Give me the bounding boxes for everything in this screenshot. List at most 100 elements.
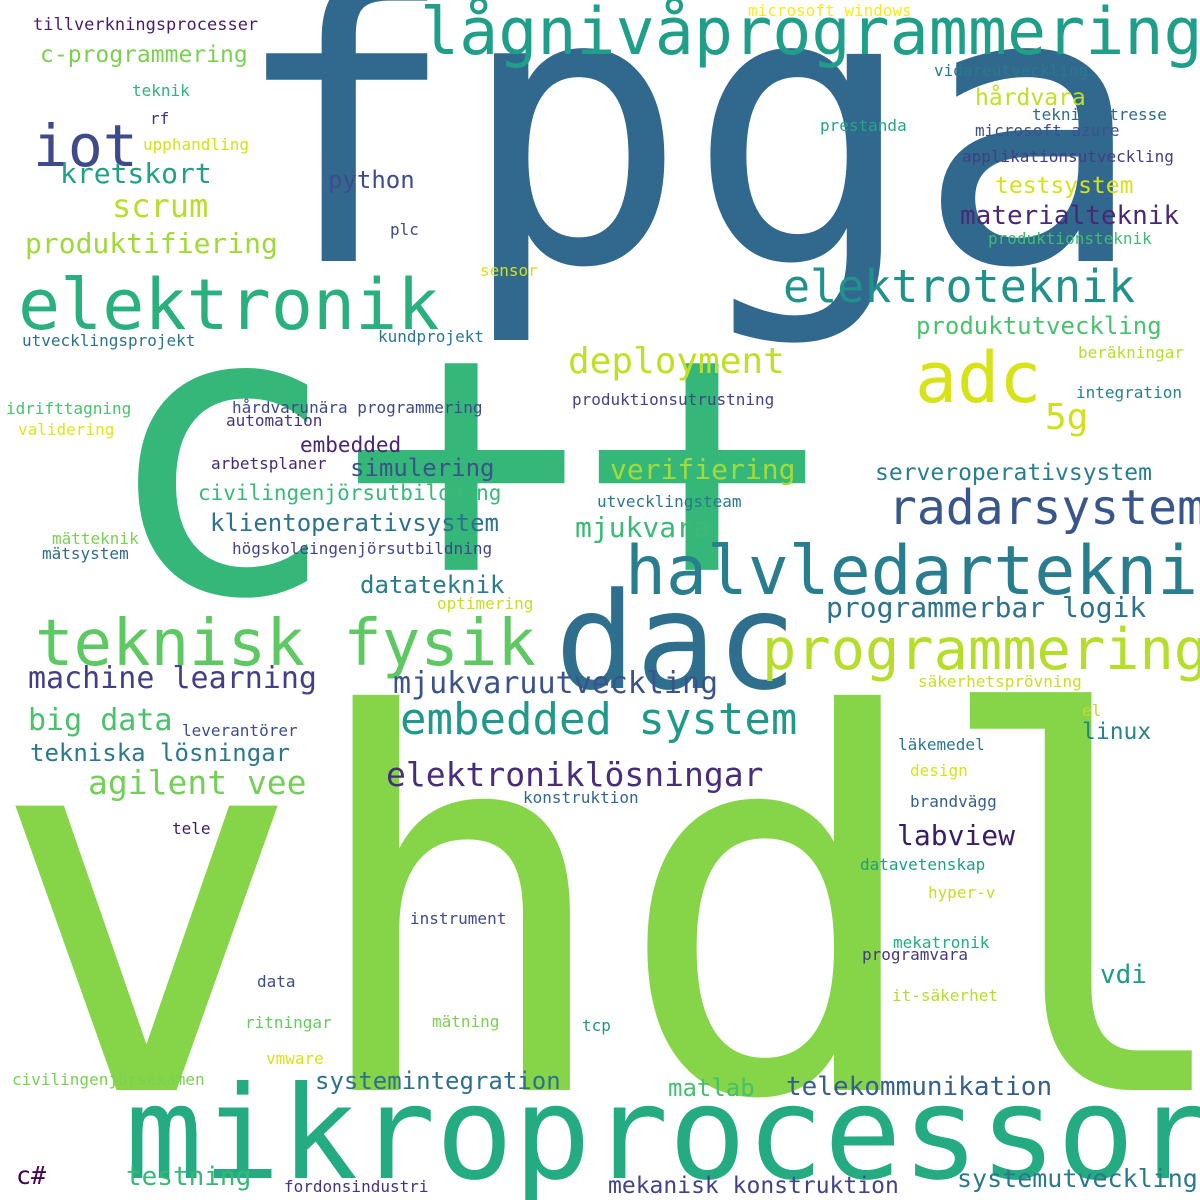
word-dac: dac [555, 564, 798, 720]
word-matlab: matlab [668, 1074, 755, 1102]
word-design: design [910, 761, 968, 780]
word-vdi: vdi [1100, 960, 1147, 990]
word-hogskoleingenjorsutbildning: högskoleingenjörsutbildning [232, 539, 493, 558]
word-brandvagg: brandvägg [910, 792, 997, 811]
word-datateknik: datateknik [360, 571, 505, 599]
word-embedded: embedded [300, 433, 402, 457]
word-mikroprocessor: mikroprocessor [125, 1059, 1200, 1200]
word-elektroniklosningar: elektroniklösningar [386, 755, 764, 794]
word-tillverkningsprocesser: tillverkningsprocesser [33, 15, 259, 35]
word-hardvarunara-programmering: hårdvarunära programmering [232, 398, 483, 417]
word-mekanisk-konstruktion: mekanisk konstruktion [608, 1173, 899, 1199]
word-systemintegration: systemintegration [315, 1067, 561, 1095]
word-vidareutveckling: vidareutveckling [934, 61, 1089, 80]
word-teknik: teknik [132, 81, 190, 100]
word-applikationsutveckling: applikationsutveckling [962, 147, 1174, 166]
word-machine-learning: machine learning [28, 661, 317, 696]
word-matning: mätning [432, 1012, 500, 1031]
word-civilingenjorsexamen: civilingenjörsexamen [12, 1070, 205, 1089]
word-verifiering: verifiering [610, 453, 796, 486]
word-lakemedel: läkemedel [898, 735, 985, 754]
word-c-sharp: c# [16, 1161, 47, 1190]
word-sakerhetsprovning: säkerhetsprövning [918, 672, 1082, 691]
word-simulering: simulering [350, 454, 495, 482]
word-mjukvaruutveckling: mjukvaruutveckling [393, 666, 719, 701]
word-halvledarteknik: halvledarteknik [625, 532, 1200, 611]
word-civilingenjorsutbildning: civilingenjörsutbildning [198, 481, 502, 505]
word-matsystem: mätsystem [42, 544, 129, 563]
word-programmering: programmering [762, 617, 1200, 683]
word-teknikintresse: teknikintresse [1032, 105, 1167, 124]
word-fordonsindustri: fordonsindustri [284, 1177, 429, 1196]
word-el: el [1082, 701, 1102, 720]
word-kundprojekt: kundprojekt [378, 327, 484, 346]
word-c-programmering: c-programmering [40, 42, 248, 68]
word-hardvara: hårdvara [975, 85, 1086, 111]
word-hyper-v: hyper-v [928, 883, 996, 902]
word-leverantorer: leverantörer [182, 721, 298, 740]
word-mjukvara: mjukvara [575, 511, 710, 544]
word-prestanda: prestanda [820, 116, 907, 135]
word-elektroteknik: elektroteknik [783, 260, 1136, 313]
word-scrum: scrum [112, 187, 209, 225]
word-cpp: c++ [100, 222, 823, 687]
word-microsoft-windows: microsoft windows [748, 1, 912, 20]
word-telekommunikation: telekommunikation [786, 1072, 1053, 1102]
word-produktutveckling: produktutveckling [916, 312, 1162, 340]
word-agilent-vee: agilent vee [88, 763, 307, 802]
word-elektronik: elektronik [18, 264, 440, 346]
word-klientoperativsystem: klientoperativsystem [210, 509, 499, 537]
word-vmware: vmware [266, 1049, 324, 1068]
word-integration: integration [1076, 383, 1182, 402]
word-python: python [328, 166, 415, 194]
word-tcp: tcp [582, 1016, 611, 1035]
word-fpga: fpga [230, 0, 1146, 351]
word-mekatronik: mekatronik [893, 933, 990, 952]
word-validering: validering [18, 420, 115, 439]
word-produktifiering: produktifiering [25, 227, 278, 260]
word-radarsystem: radarsystem [888, 480, 1200, 536]
word-teknisk-fysik: teknisk fysik [35, 607, 536, 681]
word-programvara: programvara [862, 945, 968, 964]
word-instrument: instrument [410, 909, 507, 928]
word-testning: testning [126, 1162, 252, 1192]
word-deployment: deployment [568, 341, 785, 382]
word-data: data [257, 972, 296, 991]
word-kretskort: kretskort [60, 157, 212, 190]
word-utvecklingsprojekt: utvecklingsprojekt [22, 331, 196, 350]
word-it-sakerhet: it-säkerhet [892, 986, 998, 1005]
word-datavetenskap: datavetenskap [860, 855, 986, 874]
word-optimering: optimering [437, 594, 534, 613]
word-tele: tele [172, 819, 211, 838]
word-labview: labview [897, 819, 1016, 852]
word-programmerbar-logik: programmerbar logik [826, 591, 1147, 624]
word-vhdl: vhdl [0, 607, 1200, 1200]
word-upphandling: upphandling [143, 135, 249, 154]
word-testsystem: testsystem [995, 173, 1134, 199]
word-arbetsplaner: arbetsplaner [211, 454, 327, 473]
word-idrifttagning: idrifttagning [6, 399, 132, 418]
word-plc: plc [390, 220, 419, 239]
word-microsoft-azure: microsoft azure [975, 121, 1120, 140]
word-materialteknik: materialteknik [960, 201, 1180, 231]
word-big-data: big data [28, 703, 173, 738]
word-produktionsutrustning: produktionsutrustning [572, 390, 775, 409]
word-ritningar: ritningar [245, 1013, 332, 1032]
word-konstruktion: konstruktion [523, 788, 639, 807]
word-embedded-system: embedded system [400, 694, 798, 745]
word-serveroperativsystem: serveroperativsystem [875, 460, 1152, 486]
word-utvecklingsteam: utvecklingsteam [597, 492, 742, 511]
word-automation: automation [226, 411, 323, 430]
word-produktionsteknik: produktionsteknik [988, 229, 1152, 248]
word-sensor: sensor [480, 261, 538, 280]
word-iot: iot [33, 112, 138, 180]
word-linux: linux [1082, 719, 1152, 745]
word-lagnivaprogrammering: lågnivåprogrammering [420, 0, 1200, 70]
word-berakningar: beräkningar [1078, 343, 1184, 362]
word-tekniska-losningar: tekniska lösningar [30, 739, 291, 767]
word-adc: adc [915, 337, 1042, 419]
word-rf: rf [150, 109, 170, 128]
word-matteknik: mätteknik [52, 529, 139, 548]
word-5g: 5g [1045, 397, 1089, 438]
